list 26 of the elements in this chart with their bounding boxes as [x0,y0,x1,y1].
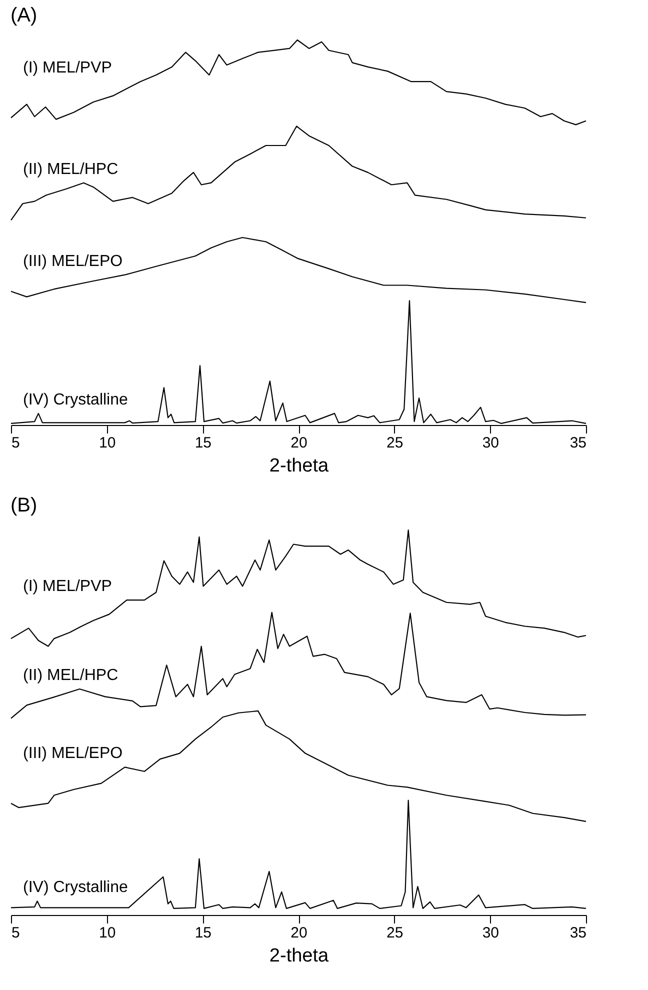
series-label: (I) MEL/PVP [23,578,112,596]
series-label: (IV) Crystalline [23,391,128,408]
x-axis-title: 2-theta [269,456,330,476]
x-tick-label: 35 [570,434,586,452]
x-tick-label: 10 [98,434,116,452]
x-axis-title: 2-theta [269,946,330,966]
x-tick-label: 10 [98,924,116,942]
x-tick-label: 30 [482,434,500,452]
series-label: (I) MEL/PVP [23,60,112,77]
x-tick-label: 5 [12,924,20,942]
chart-title: (B) [10,494,38,516]
x-tick-label: 25 [386,924,404,942]
x-tick-label: 5 [12,434,20,452]
x-tick-label: 25 [386,434,404,452]
x-tick-label: 20 [290,434,308,452]
series-label: (III) MEL/EPO [23,745,123,762]
x-tick-label: 35 [570,924,586,942]
series-label: (II) MEL/HPC [23,160,118,178]
series-label: (IV) Crystalline [23,879,128,896]
x-tick-label: 20 [290,924,308,942]
x-tick-label: 15 [194,434,212,452]
series-label: (III) MEL/EPO [23,252,123,270]
x-tick-label: 30 [482,924,500,942]
series-label: (II) MEL/HPC [23,667,118,684]
x-tick-label: 15 [194,924,212,942]
chart-title: (A) [10,4,38,26]
